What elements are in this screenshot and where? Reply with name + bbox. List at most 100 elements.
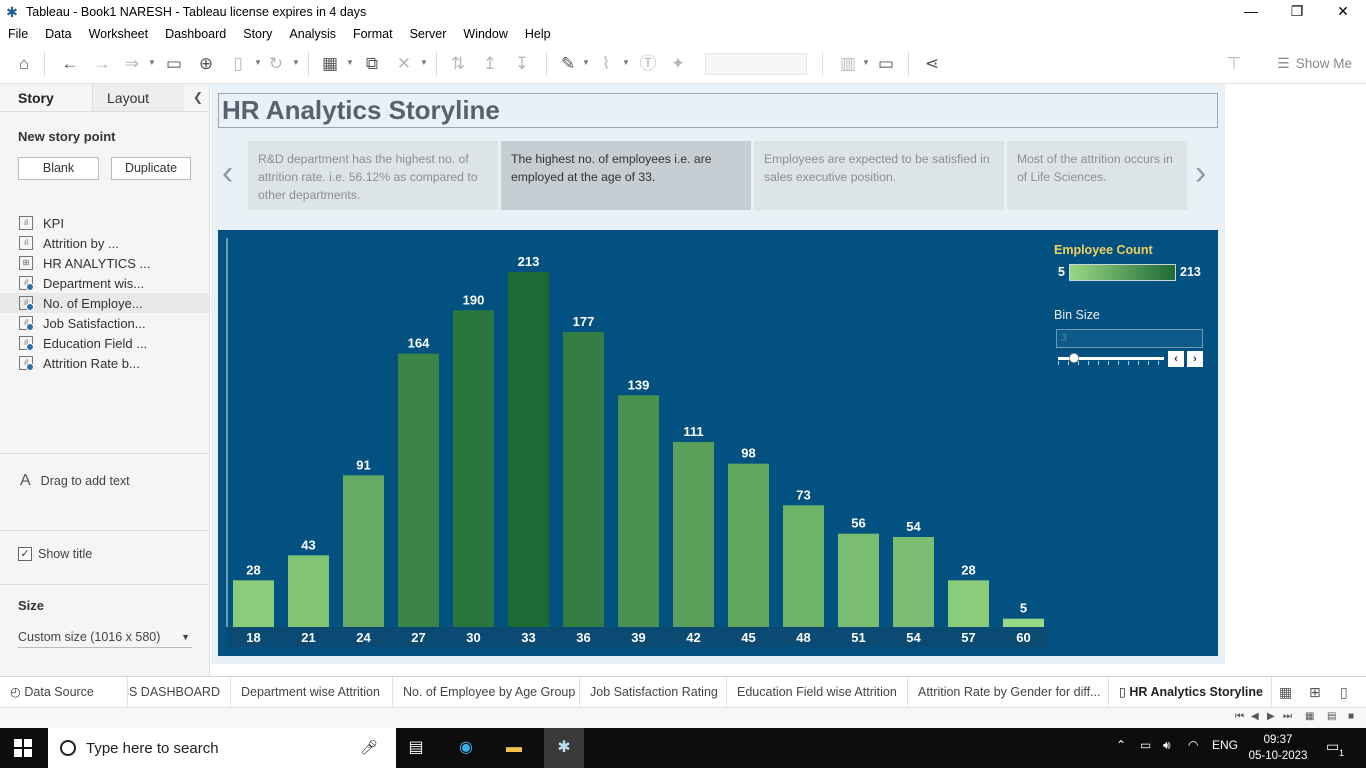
show-hidden-icons-icon[interactable]: ⌃ xyxy=(1116,738,1127,752)
last-sheet-icon[interactable]: ⏭ xyxy=(1283,711,1292,722)
menu-worksheet[interactable]: Worksheet xyxy=(88,27,149,41)
bar-age-51[interactable] xyxy=(838,533,879,627)
previous-story-point-icon[interactable]: ‹ xyxy=(222,154,234,192)
tooltip-icon[interactable]: ⊤ xyxy=(1226,54,1242,73)
color-legend-gradient[interactable] xyxy=(1069,264,1176,281)
task-view-icon[interactable]: ▤ xyxy=(408,739,424,756)
group-dropdown-icon[interactable]: ▼ xyxy=(622,58,630,67)
next-sheet-icon[interactable]: ▶ xyxy=(1267,711,1275,722)
story-point-4[interactable]: Most of the attrition occurs in of Life … xyxy=(1007,141,1187,210)
show-title-checkbox[interactable]: ✓ Show title xyxy=(18,547,92,561)
list-item[interactable]: ıl No. of Employe... xyxy=(0,293,209,313)
share-icon[interactable]: ⋖ xyxy=(924,54,940,73)
menu-file[interactable]: File xyxy=(8,27,29,41)
clear-sheet-icon[interactable]: ✕ xyxy=(396,54,412,73)
story-point-1[interactable]: R&D department has the highest no. of at… xyxy=(248,141,498,210)
replay-icon[interactable]: ⇒ xyxy=(124,54,140,73)
new-worksheet-tab-icon[interactable]: ▦ xyxy=(1279,684,1293,700)
bar-age-48[interactable] xyxy=(783,505,824,627)
list-item[interactable]: ıl Department wis... xyxy=(0,273,209,293)
previous-sheet-icon[interactable]: ◀ xyxy=(1251,711,1259,722)
fit-dropdown-icon[interactable]: ▼ xyxy=(862,58,870,67)
group-members-icon[interactable]: ⌇ xyxy=(601,54,611,73)
tab-no-of-employee-by-age-group[interactable]: No. of Employee by Age Group xyxy=(393,677,580,708)
paste-icon[interactable]: ▯ xyxy=(233,54,243,73)
close-button[interactable]: ✕ xyxy=(1337,3,1349,19)
collapse-panel-icon[interactable]: ❮ xyxy=(192,90,203,104)
list-item[interactable]: ⊞ HR ANALYTICS ... xyxy=(0,253,209,273)
save-icon[interactable]: ▭ xyxy=(165,54,183,73)
sort-descending-icon[interactable]: ↧ xyxy=(514,54,530,73)
employee-age-bar-chart[interactable]: 28 18 43 21 91 24 164 27 190 30 213 33 177 36 139 39 111… xyxy=(218,230,1058,656)
menu-analysis[interactable]: Analysis xyxy=(289,27,336,41)
new-dashboard-tab-icon[interactable]: ⊞ xyxy=(1309,684,1321,700)
file-explorer-icon[interactable]: ▬ xyxy=(506,739,522,756)
bar-age-27[interactable] xyxy=(398,353,439,627)
menu-help[interactable]: Help xyxy=(524,27,551,41)
tab-attrition-rate-by-gender[interactable]: Attrition Rate by Gender for diff... xyxy=(908,677,1109,708)
bar-age-57[interactable] xyxy=(948,580,989,627)
menu-window[interactable]: Window xyxy=(463,27,508,41)
edge-browser-icon[interactable]: ◉ xyxy=(459,739,473,756)
slider-decrement-icon[interactable]: ‹ xyxy=(1168,351,1184,367)
blank-button[interactable]: Blank xyxy=(18,157,99,180)
notifications-icon[interactable]: ▭ xyxy=(1326,738,1340,754)
bar-age-39[interactable] xyxy=(618,395,659,627)
size-select[interactable]: Custom size (1016 x 580) ▼ xyxy=(18,628,192,648)
bar-age-18[interactable] xyxy=(233,580,274,627)
undo-icon[interactable]: ← xyxy=(61,54,79,73)
new-data-source-icon[interactable]: ⊕ xyxy=(198,54,214,73)
bin-size-input[interactable]: 3 xyxy=(1056,329,1203,348)
bar-age-45[interactable] xyxy=(728,463,769,627)
taskbar-clock[interactable]: 09:37 05-10-2023 xyxy=(1248,732,1308,764)
tab-data-source[interactable]: ◴ Data Source xyxy=(0,677,128,708)
sort-ascending-icon[interactable]: ↥ xyxy=(482,54,498,73)
next-story-point-icon[interactable]: › xyxy=(1195,154,1207,192)
show-me-button[interactable]: ☰ Show Me xyxy=(1277,55,1352,72)
list-item[interactable]: ıl Attrition by ... xyxy=(0,233,209,253)
windows-start-icon[interactable] xyxy=(14,739,32,757)
tab-education-field-wise-attrition[interactable]: Education Field wise Attrition xyxy=(727,677,908,708)
tab-hr-analytics-dashboard[interactable]: CS DASHBOARD xyxy=(128,677,231,708)
bar-age-60[interactable] xyxy=(1003,618,1044,627)
show-filmstrip-icon[interactable]: ▤ xyxy=(1327,711,1337,722)
microphone-icon[interactable]: 🎤︎ xyxy=(360,739,378,755)
new-story-tab-icon[interactable]: ▯ xyxy=(1340,684,1348,700)
swap-axes-icon[interactable]: ⇅ xyxy=(450,54,466,73)
clear-dropdown-icon[interactable]: ▼ xyxy=(420,58,428,67)
fit-size-dropdown[interactable] xyxy=(705,53,807,75)
new-worksheet-dropdown-icon[interactable]: ▼ xyxy=(346,58,354,67)
tab-hr-analytics-storyline[interactable]: ▯ HR Analytics Storyline xyxy=(1109,677,1272,708)
battery-icon[interactable]: ▭ xyxy=(1140,738,1152,752)
drag-text-object[interactable]: A Drag to add text xyxy=(20,472,130,490)
paste-dropdown-icon[interactable]: ▼ xyxy=(254,58,262,67)
home-icon[interactable]: ⌂ xyxy=(18,54,30,73)
story-point-3[interactable]: Employees are expected to be satisfied i… xyxy=(754,141,1004,210)
tab-department-wise-attrition[interactable]: Department wise Attrition xyxy=(231,677,393,708)
redo-icon[interactable]: → xyxy=(93,54,111,73)
story-point-2[interactable]: The highest no. of employees i.e. are em… xyxy=(501,141,751,210)
bar-age-24[interactable] xyxy=(343,475,384,627)
checkbox-checked-icon[interactable]: ✓ xyxy=(18,547,32,561)
fix-axes-icon[interactable]: ✦ xyxy=(670,54,686,73)
list-item[interactable]: ıl Job Satisfaction... xyxy=(0,313,209,333)
replay-dropdown-icon[interactable]: ▼ xyxy=(148,58,156,67)
menu-format[interactable]: Format xyxy=(352,27,393,41)
bar-age-21[interactable] xyxy=(288,555,329,627)
list-item[interactable]: ıl Attrition Rate b... xyxy=(0,353,209,373)
show-tabs-icon[interactable]: ■ xyxy=(1348,711,1355,722)
menu-data[interactable]: Data xyxy=(45,27,72,41)
menu-dashboard[interactable]: Dashboard xyxy=(165,27,227,41)
refresh-dropdown-icon[interactable]: ▼ xyxy=(292,58,300,67)
taskbar-search[interactable]: Type here to search 🎤︎ xyxy=(48,728,396,768)
bar-age-33[interactable] xyxy=(508,272,549,627)
presentation-mode-icon[interactable]: ▭ xyxy=(877,54,895,73)
bin-size-slider-thumb[interactable] xyxy=(1069,353,1079,363)
new-worksheet-icon[interactable]: ▦ xyxy=(321,54,339,73)
bar-age-36[interactable] xyxy=(563,332,604,627)
bin-size-slider-track[interactable] xyxy=(1058,357,1164,360)
story-title[interactable]: HR Analytics Storyline xyxy=(218,93,1218,128)
show-labels-icon[interactable]: Ⓣ xyxy=(639,54,657,73)
bar-age-54[interactable] xyxy=(893,537,934,627)
show-sheet-sorter-icon[interactable]: ▦ xyxy=(1305,711,1315,722)
